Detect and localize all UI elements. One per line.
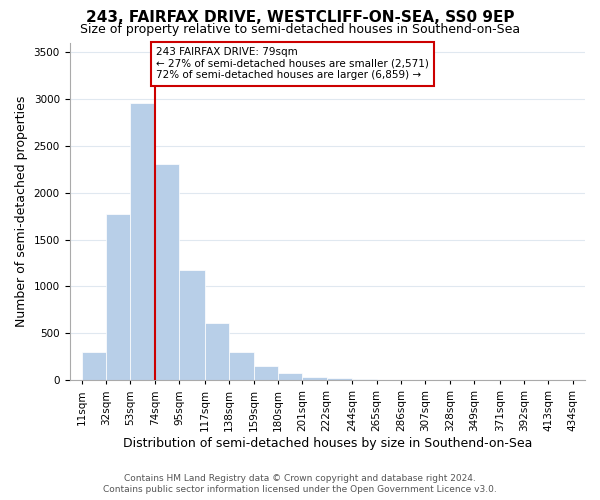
Bar xyxy=(229,352,254,380)
Bar xyxy=(106,214,130,380)
Bar xyxy=(302,376,326,380)
Bar xyxy=(278,374,302,380)
X-axis label: Distribution of semi-detached houses by size in Southend-on-Sea: Distribution of semi-detached houses by … xyxy=(122,437,532,450)
Bar xyxy=(254,366,278,380)
Bar xyxy=(82,352,106,380)
Bar xyxy=(326,378,352,380)
Bar xyxy=(205,322,229,380)
Text: 243, FAIRFAX DRIVE, WESTCLIFF-ON-SEA, SS0 9EP: 243, FAIRFAX DRIVE, WESTCLIFF-ON-SEA, SS… xyxy=(86,10,514,25)
Text: Size of property relative to semi-detached houses in Southend-on-Sea: Size of property relative to semi-detach… xyxy=(80,22,520,36)
Bar xyxy=(155,164,179,380)
Bar xyxy=(130,104,155,380)
Text: 243 FAIRFAX DRIVE: 79sqm
← 27% of semi-detached houses are smaller (2,571)
72% o: 243 FAIRFAX DRIVE: 79sqm ← 27% of semi-d… xyxy=(156,47,429,80)
Text: Contains HM Land Registry data © Crown copyright and database right 2024.
Contai: Contains HM Land Registry data © Crown c… xyxy=(103,474,497,494)
Bar xyxy=(179,270,205,380)
Y-axis label: Number of semi-detached properties: Number of semi-detached properties xyxy=(15,96,28,327)
